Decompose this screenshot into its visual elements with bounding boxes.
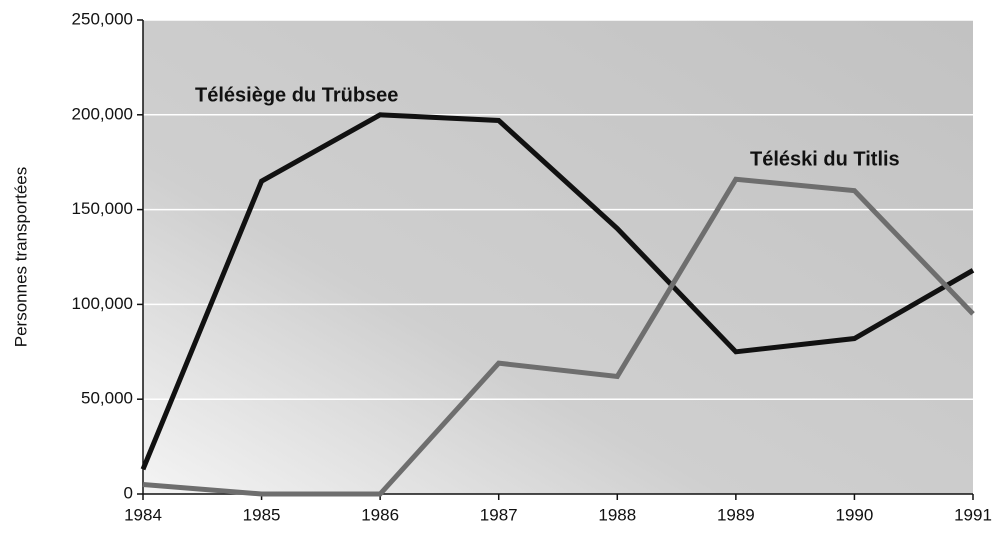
x-tick-label: 1990	[836, 505, 874, 524]
y-tick-label: 150,000	[72, 199, 133, 218]
x-tick-label: 1984	[124, 505, 162, 524]
y-axis-label: Personnes transportées	[11, 167, 30, 348]
series-line	[140, 112, 975, 471]
y-tick-label: 250,000	[72, 9, 133, 28]
series-label: Télésiège du Trübsee	[195, 84, 398, 106]
x-tick-label: 1987	[480, 505, 518, 524]
x-tick-label: 1989	[717, 505, 755, 524]
x-tick-label: 1986	[361, 505, 399, 524]
x-tick-label: 1991	[954, 505, 992, 524]
series-label: Téléski du Titlis	[750, 148, 900, 170]
plot-area	[143, 20, 973, 494]
x-tick-label: 1985	[243, 505, 281, 524]
series-line	[142, 176, 975, 497]
x-tick-label: 1988	[598, 505, 636, 524]
y-tick-label: 50,000	[81, 389, 133, 408]
y-tick-label: 100,000	[72, 294, 133, 313]
y-tick-label: 0	[124, 483, 133, 502]
y-tick-label: 200,000	[72, 104, 133, 123]
